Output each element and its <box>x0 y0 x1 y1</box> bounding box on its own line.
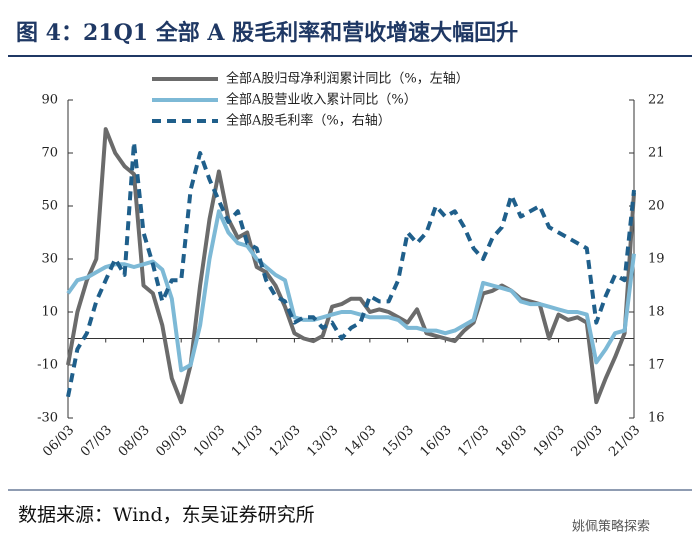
y-tick-label: -30 <box>37 411 58 426</box>
x-tick-label: 12/03 <box>267 423 304 460</box>
legend-label: 全部A股归母净利润累计同比（%，左轴） <box>226 71 469 87</box>
y2-tick-label: 19 <box>648 252 665 267</box>
x-tick-label: 08/03 <box>116 423 153 460</box>
chart-title: 图 4：21Q1 全部 A 股毛利率和营收增速大幅回升 <box>16 20 518 46</box>
x-tick-label: 10/03 <box>191 423 228 460</box>
legend-label: 全部A股营业收入累计同比（%） <box>226 92 417 108</box>
y-tick-label: 10 <box>41 305 58 320</box>
y2-tick-label: 18 <box>648 305 665 320</box>
y-tick-label: 30 <box>41 252 58 267</box>
y2-tick-label: 20 <box>648 199 665 214</box>
x-tick-label: 16/03 <box>418 423 455 460</box>
y2-tick-label: 17 <box>648 358 665 373</box>
x-tick-label: 06/03 <box>40 423 77 460</box>
x-tick-label: 11/03 <box>229 423 266 460</box>
watermark: 姚佩策略探索 <box>572 519 650 535</box>
y2-tick-label: 22 <box>648 93 665 108</box>
x-tick-label: 19/03 <box>531 423 568 460</box>
y-tick-label: 70 <box>41 146 58 161</box>
y2-tick-label: 21 <box>648 146 665 161</box>
y-tick-label: 90 <box>41 93 58 108</box>
legend-label: 全部A股毛利率（%，右轴） <box>226 113 391 129</box>
x-tick-label: 15/03 <box>380 423 417 460</box>
y2-tick-label: 16 <box>648 411 665 426</box>
x-tick-label: 17/03 <box>455 423 492 460</box>
source: 数据来源：Wind，东吴证券研究所 <box>18 504 315 526</box>
series-line <box>66 140 636 398</box>
x-tick-label: 14/03 <box>342 423 379 460</box>
series-line <box>66 209 636 373</box>
y-tick-label: 50 <box>41 199 58 214</box>
x-tick-label: 07/03 <box>78 423 115 460</box>
x-tick-label: 18/03 <box>493 423 530 460</box>
y-tick-label: -10 <box>37 358 58 373</box>
x-tick-label: 20/03 <box>568 423 605 460</box>
x-tick-label: 13/03 <box>304 423 341 460</box>
x-tick-label: 09/03 <box>153 423 190 460</box>
x-tick-label: 21/03 <box>606 423 643 460</box>
